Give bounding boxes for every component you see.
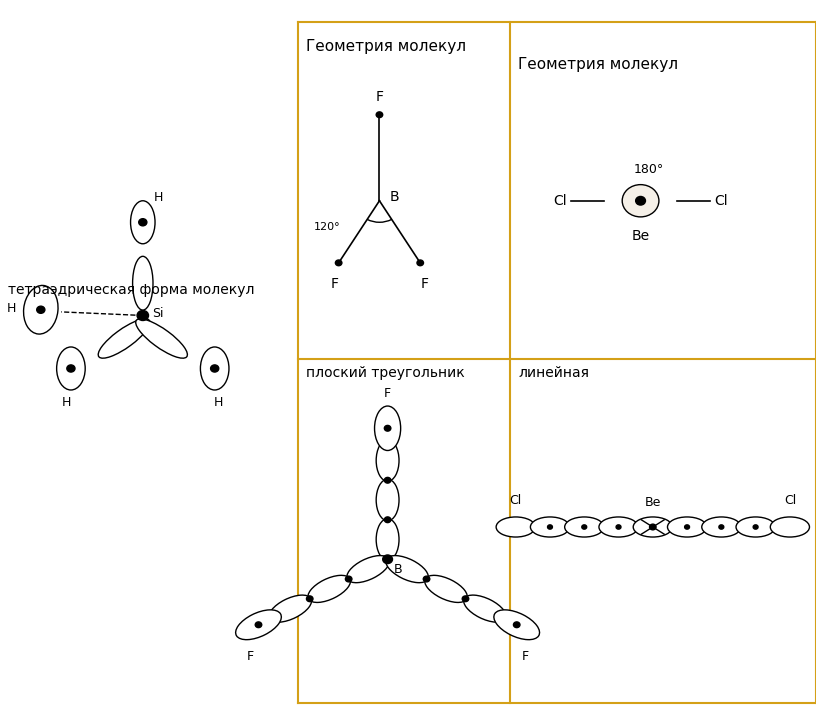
Text: F: F bbox=[330, 277, 339, 291]
Ellipse shape bbox=[201, 347, 229, 390]
Text: Be: Be bbox=[645, 496, 661, 509]
Circle shape bbox=[384, 517, 391, 523]
Text: плоский треугольник: плоский треугольник bbox=[306, 366, 465, 380]
Text: Cl: Cl bbox=[509, 494, 522, 507]
Circle shape bbox=[139, 219, 147, 226]
Circle shape bbox=[513, 622, 520, 627]
Ellipse shape bbox=[347, 556, 389, 583]
Ellipse shape bbox=[530, 517, 570, 537]
Circle shape bbox=[37, 306, 45, 313]
Ellipse shape bbox=[463, 595, 506, 622]
Ellipse shape bbox=[269, 595, 312, 622]
Ellipse shape bbox=[667, 517, 707, 537]
Ellipse shape bbox=[308, 575, 350, 602]
Ellipse shape bbox=[375, 406, 401, 450]
Text: 180°: 180° bbox=[633, 163, 664, 176]
Text: H: H bbox=[153, 191, 162, 204]
Circle shape bbox=[548, 525, 552, 529]
Text: H: H bbox=[7, 302, 16, 315]
Circle shape bbox=[384, 425, 391, 431]
Ellipse shape bbox=[135, 319, 188, 358]
Ellipse shape bbox=[770, 517, 809, 537]
Circle shape bbox=[335, 260, 342, 266]
Ellipse shape bbox=[376, 518, 399, 560]
Ellipse shape bbox=[236, 610, 282, 640]
Circle shape bbox=[462, 596, 468, 602]
Circle shape bbox=[719, 525, 724, 529]
Circle shape bbox=[307, 596, 313, 602]
Ellipse shape bbox=[599, 517, 638, 537]
Text: Геометрия молекул: Геометрия молекул bbox=[518, 57, 678, 72]
Text: F: F bbox=[384, 386, 391, 399]
Text: Геометрия молекул: Геометрия молекул bbox=[306, 39, 466, 54]
Circle shape bbox=[424, 576, 430, 582]
Text: тетраэдрическая форма молекул: тетраэдрическая форма молекул bbox=[8, 283, 255, 298]
Ellipse shape bbox=[496, 517, 535, 537]
Ellipse shape bbox=[702, 517, 741, 537]
Circle shape bbox=[137, 310, 149, 320]
Circle shape bbox=[345, 576, 352, 582]
Circle shape bbox=[384, 478, 391, 483]
Circle shape bbox=[616, 525, 621, 529]
Circle shape bbox=[255, 622, 262, 627]
Circle shape bbox=[383, 555, 392, 564]
Text: линейная: линейная bbox=[518, 366, 589, 380]
Circle shape bbox=[67, 365, 75, 372]
Text: Cl: Cl bbox=[783, 494, 796, 507]
Text: Cl: Cl bbox=[553, 194, 567, 208]
Text: Be: Be bbox=[632, 229, 650, 244]
Ellipse shape bbox=[56, 347, 85, 390]
Ellipse shape bbox=[131, 201, 155, 244]
Circle shape bbox=[376, 112, 383, 118]
Ellipse shape bbox=[494, 610, 539, 640]
Ellipse shape bbox=[98, 319, 150, 358]
Text: B: B bbox=[394, 563, 403, 576]
Circle shape bbox=[685, 525, 690, 529]
Ellipse shape bbox=[24, 285, 58, 334]
Text: H: H bbox=[214, 396, 224, 409]
Text: 120°: 120° bbox=[313, 222, 340, 232]
Ellipse shape bbox=[736, 517, 775, 537]
Text: Cl: Cl bbox=[714, 194, 728, 208]
Text: F: F bbox=[521, 650, 529, 663]
Ellipse shape bbox=[386, 556, 428, 583]
Ellipse shape bbox=[565, 517, 604, 537]
Ellipse shape bbox=[132, 256, 153, 310]
Text: Si: Si bbox=[153, 307, 164, 320]
Text: F: F bbox=[246, 650, 254, 663]
Circle shape bbox=[211, 365, 219, 372]
Text: F: F bbox=[375, 90, 384, 104]
Circle shape bbox=[417, 260, 424, 266]
Text: H: H bbox=[62, 396, 72, 409]
Ellipse shape bbox=[376, 479, 399, 521]
Text: B: B bbox=[389, 190, 399, 204]
Text: F: F bbox=[420, 277, 428, 291]
Ellipse shape bbox=[425, 575, 468, 602]
Ellipse shape bbox=[633, 517, 672, 537]
Ellipse shape bbox=[376, 440, 399, 481]
Circle shape bbox=[753, 525, 758, 529]
Circle shape bbox=[582, 525, 587, 529]
Circle shape bbox=[636, 196, 645, 205]
Ellipse shape bbox=[623, 184, 659, 217]
Circle shape bbox=[650, 524, 656, 530]
